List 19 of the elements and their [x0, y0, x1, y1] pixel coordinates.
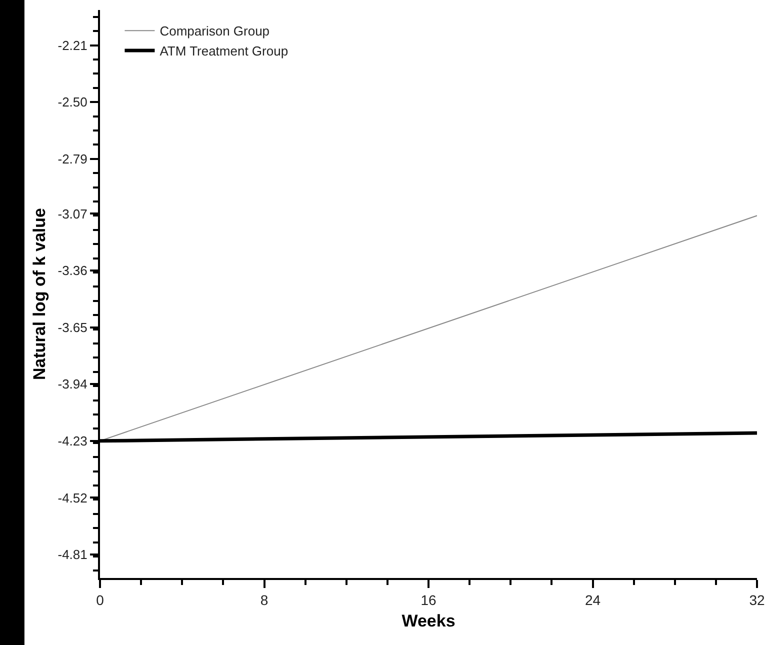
y-tick-label: -3.07: [58, 206, 88, 222]
y-tick-label: -2.79: [58, 151, 88, 166]
y-tick-label: -3.94: [58, 376, 88, 392]
y-axis-title: Natural log of k value: [30, 208, 49, 380]
x-tick-label: 8: [260, 592, 268, 608]
x-tick-label: 16: [420, 592, 436, 608]
y-tick-label: -2.50: [58, 94, 88, 110]
x-tick-label: 32: [749, 592, 765, 608]
x-tick-label: 0: [96, 592, 104, 608]
x-tick-label: 24: [584, 592, 601, 608]
y-tick-label: -4.81: [58, 547, 88, 562]
legend-label: ATM Treatment Group: [160, 44, 288, 59]
y-tick-label: -3.36: [58, 263, 88, 278]
y-tick-label: -3.65: [58, 320, 88, 335]
y-tick-label: -2.21: [58, 38, 88, 53]
y-tick-label: -4.23: [58, 433, 88, 448]
y-tick-label: -4.52: [58, 490, 88, 506]
legend-label: Comparison Group: [160, 24, 270, 39]
x-axis-title: Weeks: [402, 612, 456, 631]
